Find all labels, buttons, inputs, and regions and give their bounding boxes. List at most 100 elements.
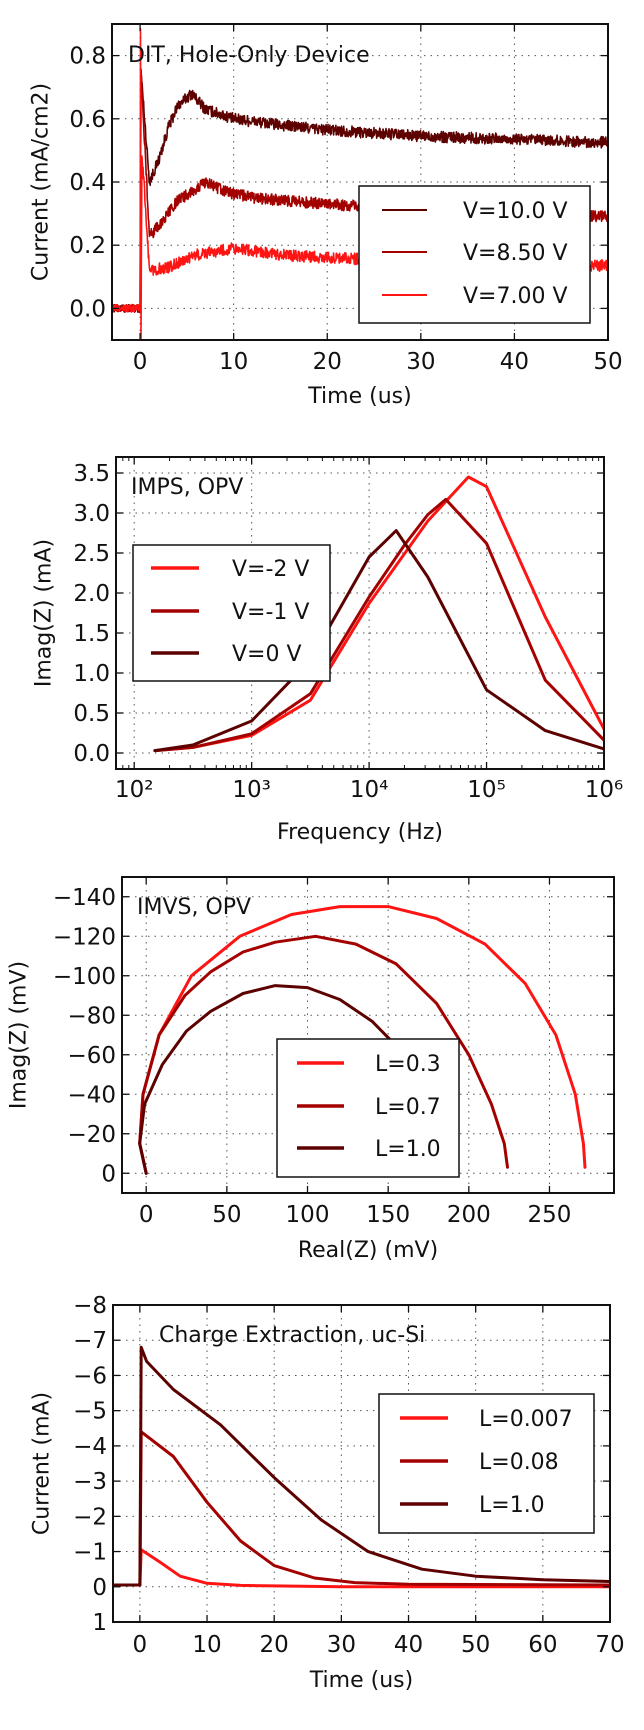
x-tick-label: 250 xyxy=(528,1202,572,1228)
y-tick-label: −4 xyxy=(73,1434,107,1460)
legend-box xyxy=(358,185,591,324)
x-tick-label: 0 xyxy=(133,349,148,375)
x-tick-label: 20 xyxy=(260,1632,289,1658)
x-tick-label: 150 xyxy=(366,1202,410,1228)
x-tick-label: 10⁶ xyxy=(585,777,624,803)
y-tick-label: 0 xyxy=(92,1575,107,1601)
x-axis-label: Real(Z) (mV) xyxy=(298,1238,438,1263)
x-tick-label: 0 xyxy=(133,1632,148,1658)
y-tick-label: 0.4 xyxy=(69,170,106,196)
axes-frame xyxy=(115,456,605,770)
y-tick-label: −7 xyxy=(73,1328,107,1354)
x-tick-label: 70 xyxy=(595,1632,624,1658)
legend-label: L=0.007 xyxy=(479,1407,573,1432)
y-tick-label: −2 xyxy=(73,1504,107,1530)
y-tick-label: −5 xyxy=(73,1399,107,1425)
y-tick-label: −120 xyxy=(53,924,116,950)
y-tick-label: 2.0 xyxy=(73,581,110,607)
series-line-2 xyxy=(138,934,509,1175)
x-tick-label: 40 xyxy=(500,349,529,375)
y-axis-label: Current (mA/cm2) xyxy=(29,83,54,281)
legend-label: V=10.0 V xyxy=(463,199,568,224)
axes-frame xyxy=(121,876,615,1194)
x-tick-label: 10² xyxy=(115,777,154,803)
legend-label: V=0 V xyxy=(232,642,302,667)
x-tick-label: 10⁵ xyxy=(467,777,506,803)
panel-annotation: Charge Extraction, uc-Si xyxy=(159,1323,425,1348)
y-axis-label: Imag(Z) (mV) xyxy=(7,961,32,1109)
y-tick-label: 0.8 xyxy=(69,44,106,70)
y-tick-label: 0.0 xyxy=(73,741,110,767)
legend-label: L=1.0 xyxy=(479,1493,545,1518)
legend-label: V=-2 V xyxy=(232,557,309,582)
x-axis-label: Time (us) xyxy=(307,384,411,409)
y-tick-label: 0 xyxy=(101,1161,116,1187)
y-tick-label: 1.0 xyxy=(73,661,110,687)
x-tick-label: 50 xyxy=(212,1202,241,1228)
legend: V=-2 V V=-1 V V=0 V xyxy=(132,544,331,682)
x-axis-label: Frequency (Hz) xyxy=(277,820,443,845)
plot-area xyxy=(153,475,604,753)
y-tick-label: −3 xyxy=(73,1469,107,1495)
panel-annotation: DIT, Hole-Only Device xyxy=(128,43,370,68)
y-tick-label: −80 xyxy=(67,1003,116,1029)
legend: L=0.007 L=0.08 L=1.0 xyxy=(378,1393,595,1534)
subplot-1: 0 10 20 30 40 50 0.0 0.2 0.4 0.6 0.8 Time (us) Curre… xyxy=(29,23,623,409)
x-tick-label: 40 xyxy=(394,1632,423,1658)
legend-label: L=1.0 xyxy=(375,1137,441,1162)
x-tick-label: 50 xyxy=(593,349,622,375)
y-tick-label: −40 xyxy=(67,1082,116,1108)
subplot-3: 0 50 100 150 200 250 0 −20 −40 −60 −80 −100 −120 −140… xyxy=(7,876,615,1263)
x-tick-label: 30 xyxy=(406,349,435,375)
x-tick-label: 200 xyxy=(447,1202,491,1228)
y-tick-label: −8 xyxy=(73,1293,107,1319)
series-line-1 xyxy=(113,1548,610,1589)
legend-label: L=0.7 xyxy=(375,1095,441,1120)
y-tick-label: −6 xyxy=(73,1363,107,1389)
legend-label: L=0.08 xyxy=(479,1450,559,1475)
y-tick-label: 0.6 xyxy=(69,107,106,133)
y-tick-label: 1 xyxy=(92,1610,107,1636)
subplot-2: 10² 10³ 10⁴ 10⁵ 10⁶ 0.0 0.5 1.0 1.5 2.0 2.5 3.0 3.5 F… xyxy=(32,456,624,845)
y-axis-label: Imag(Z) (mA) xyxy=(32,539,57,687)
y-tick-label: 0.2 xyxy=(69,233,106,259)
legend-label: V=-1 V xyxy=(232,600,309,625)
y-tick-label: 0.5 xyxy=(73,701,110,727)
y-tick-label: −60 xyxy=(67,1043,116,1069)
series-line-3 xyxy=(153,529,604,753)
series-line-3 xyxy=(113,1345,610,1587)
x-tick-label: 60 xyxy=(528,1632,557,1658)
x-tick-label: 30 xyxy=(327,1632,356,1658)
legend: V=10.0 V V=8.50 V V=7.00 V xyxy=(358,185,591,324)
y-tick-label: −140 xyxy=(53,885,116,911)
series-line-3 xyxy=(138,984,393,1175)
y-tick-label: −100 xyxy=(53,964,116,990)
x-tick-label: 10 xyxy=(192,1632,221,1658)
plot-area xyxy=(113,1345,610,1589)
x-tick-label: 50 xyxy=(461,1632,490,1658)
x-tick-label: 100 xyxy=(286,1202,330,1228)
x-tick-label: 0 xyxy=(139,1202,154,1228)
y-axis-label: Current (mA) xyxy=(30,1392,55,1535)
legend: L=0.3 L=0.7 L=1.0 xyxy=(276,1038,460,1178)
y-tick-label: −1 xyxy=(73,1540,107,1566)
y-tick-label: 2.5 xyxy=(73,541,110,567)
panel-annotation: IMVS, OPV xyxy=(137,895,251,920)
axes-frame xyxy=(112,1304,611,1623)
x-tick-label: 10⁴ xyxy=(350,777,389,803)
x-tick-label: 10 xyxy=(219,349,248,375)
x-tick-label: 20 xyxy=(313,349,342,375)
legend-label: V=7.00 V xyxy=(463,284,568,309)
y-tick-label: 3.0 xyxy=(73,501,110,527)
y-tick-label: 1.5 xyxy=(73,621,110,647)
y-tick-label: −20 xyxy=(67,1122,116,1148)
legend-label: L=0.3 xyxy=(375,1052,441,1077)
y-tick-label: 3.5 xyxy=(73,461,110,487)
x-axis-label: Time (us) xyxy=(309,1668,413,1693)
series-line-1 xyxy=(112,68,608,314)
legend-label: V=8.50 V xyxy=(463,241,568,266)
panel-annotation: IMPS, OPV xyxy=(131,475,243,500)
y-tick-label: 0.0 xyxy=(69,296,106,322)
